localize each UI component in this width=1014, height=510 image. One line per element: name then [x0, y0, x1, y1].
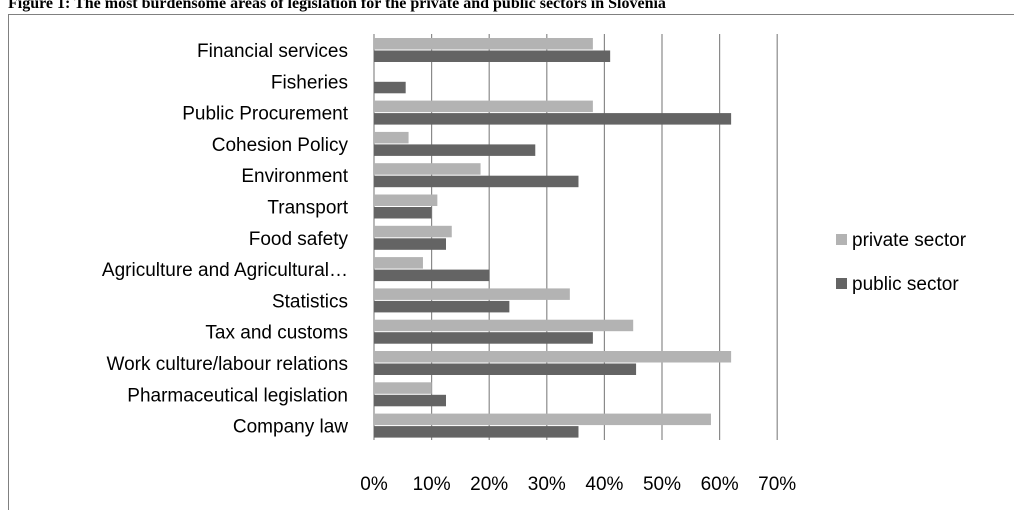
category-label: Fisheries: [271, 72, 348, 93]
bar-private-sector: [374, 257, 423, 269]
bar-public-sector: [374, 50, 611, 62]
bar-private-sector: [374, 38, 593, 50]
bar-public-sector: [374, 144, 536, 156]
bar-public-sector: [374, 363, 637, 375]
x-tick-label: 20%: [470, 474, 508, 495]
legend-label: public sector: [852, 274, 959, 295]
x-tick-label: 30%: [528, 474, 566, 495]
category-label: Transport: [267, 198, 348, 219]
category-label: Food safety: [249, 229, 349, 250]
bar-private-sector: [374, 163, 481, 175]
chart-frame: [8, 14, 1014, 510]
category-label: Pharmaceutical legislation: [127, 385, 348, 406]
bar-public-sector: [374, 175, 579, 188]
x-tick-label: 70%: [758, 474, 796, 495]
bar-private-sector: [374, 100, 593, 113]
x-tick-label: 60%: [701, 474, 739, 495]
category-label: Cohesion Policy: [212, 135, 349, 156]
bar-private-sector: [374, 288, 570, 300]
category-label: Statistics: [272, 291, 348, 312]
bar-public-sector: [374, 238, 446, 250]
category-label: Financial services: [197, 41, 348, 62]
bar-public-sector: [374, 300, 510, 313]
legend-swatch: [836, 278, 847, 289]
category-label: Tax and customs: [205, 323, 348, 344]
bar-private-sector: [374, 319, 634, 332]
bar-public-sector: [374, 207, 432, 219]
x-tick-label: 50%: [643, 474, 681, 495]
bar-public-sector: [374, 426, 579, 438]
bar-private-sector: [374, 194, 438, 206]
bar-private-sector: [374, 131, 409, 144]
x-tick-label: 0%: [360, 474, 388, 495]
category-label: Agriculture and Agricultural…: [102, 260, 348, 281]
figure-caption: Figure 1: The most burdensome areas of l…: [8, 0, 666, 12]
bar-public-sector: [374, 332, 593, 344]
bar-private-sector: [374, 382, 432, 394]
legend-label: private sector: [852, 230, 967, 251]
legend-swatch: [836, 234, 847, 245]
x-tick-label: 40%: [585, 474, 623, 495]
bar-public-sector: [374, 113, 732, 125]
bar-public-sector: [374, 394, 446, 407]
category-label: Company law: [233, 417, 348, 438]
category-label: Public Procurement: [182, 104, 349, 125]
category-label: Environment: [241, 166, 348, 187]
bar-private-sector: [374, 351, 732, 363]
x-tick-label: 10%: [413, 474, 451, 495]
bar-private-sector: [374, 225, 452, 238]
category-label: Work culture/labour relations: [107, 354, 348, 375]
bar-public-sector: [374, 269, 490, 282]
bar-public-sector: [374, 81, 406, 94]
bar-private-sector: [374, 413, 711, 426]
